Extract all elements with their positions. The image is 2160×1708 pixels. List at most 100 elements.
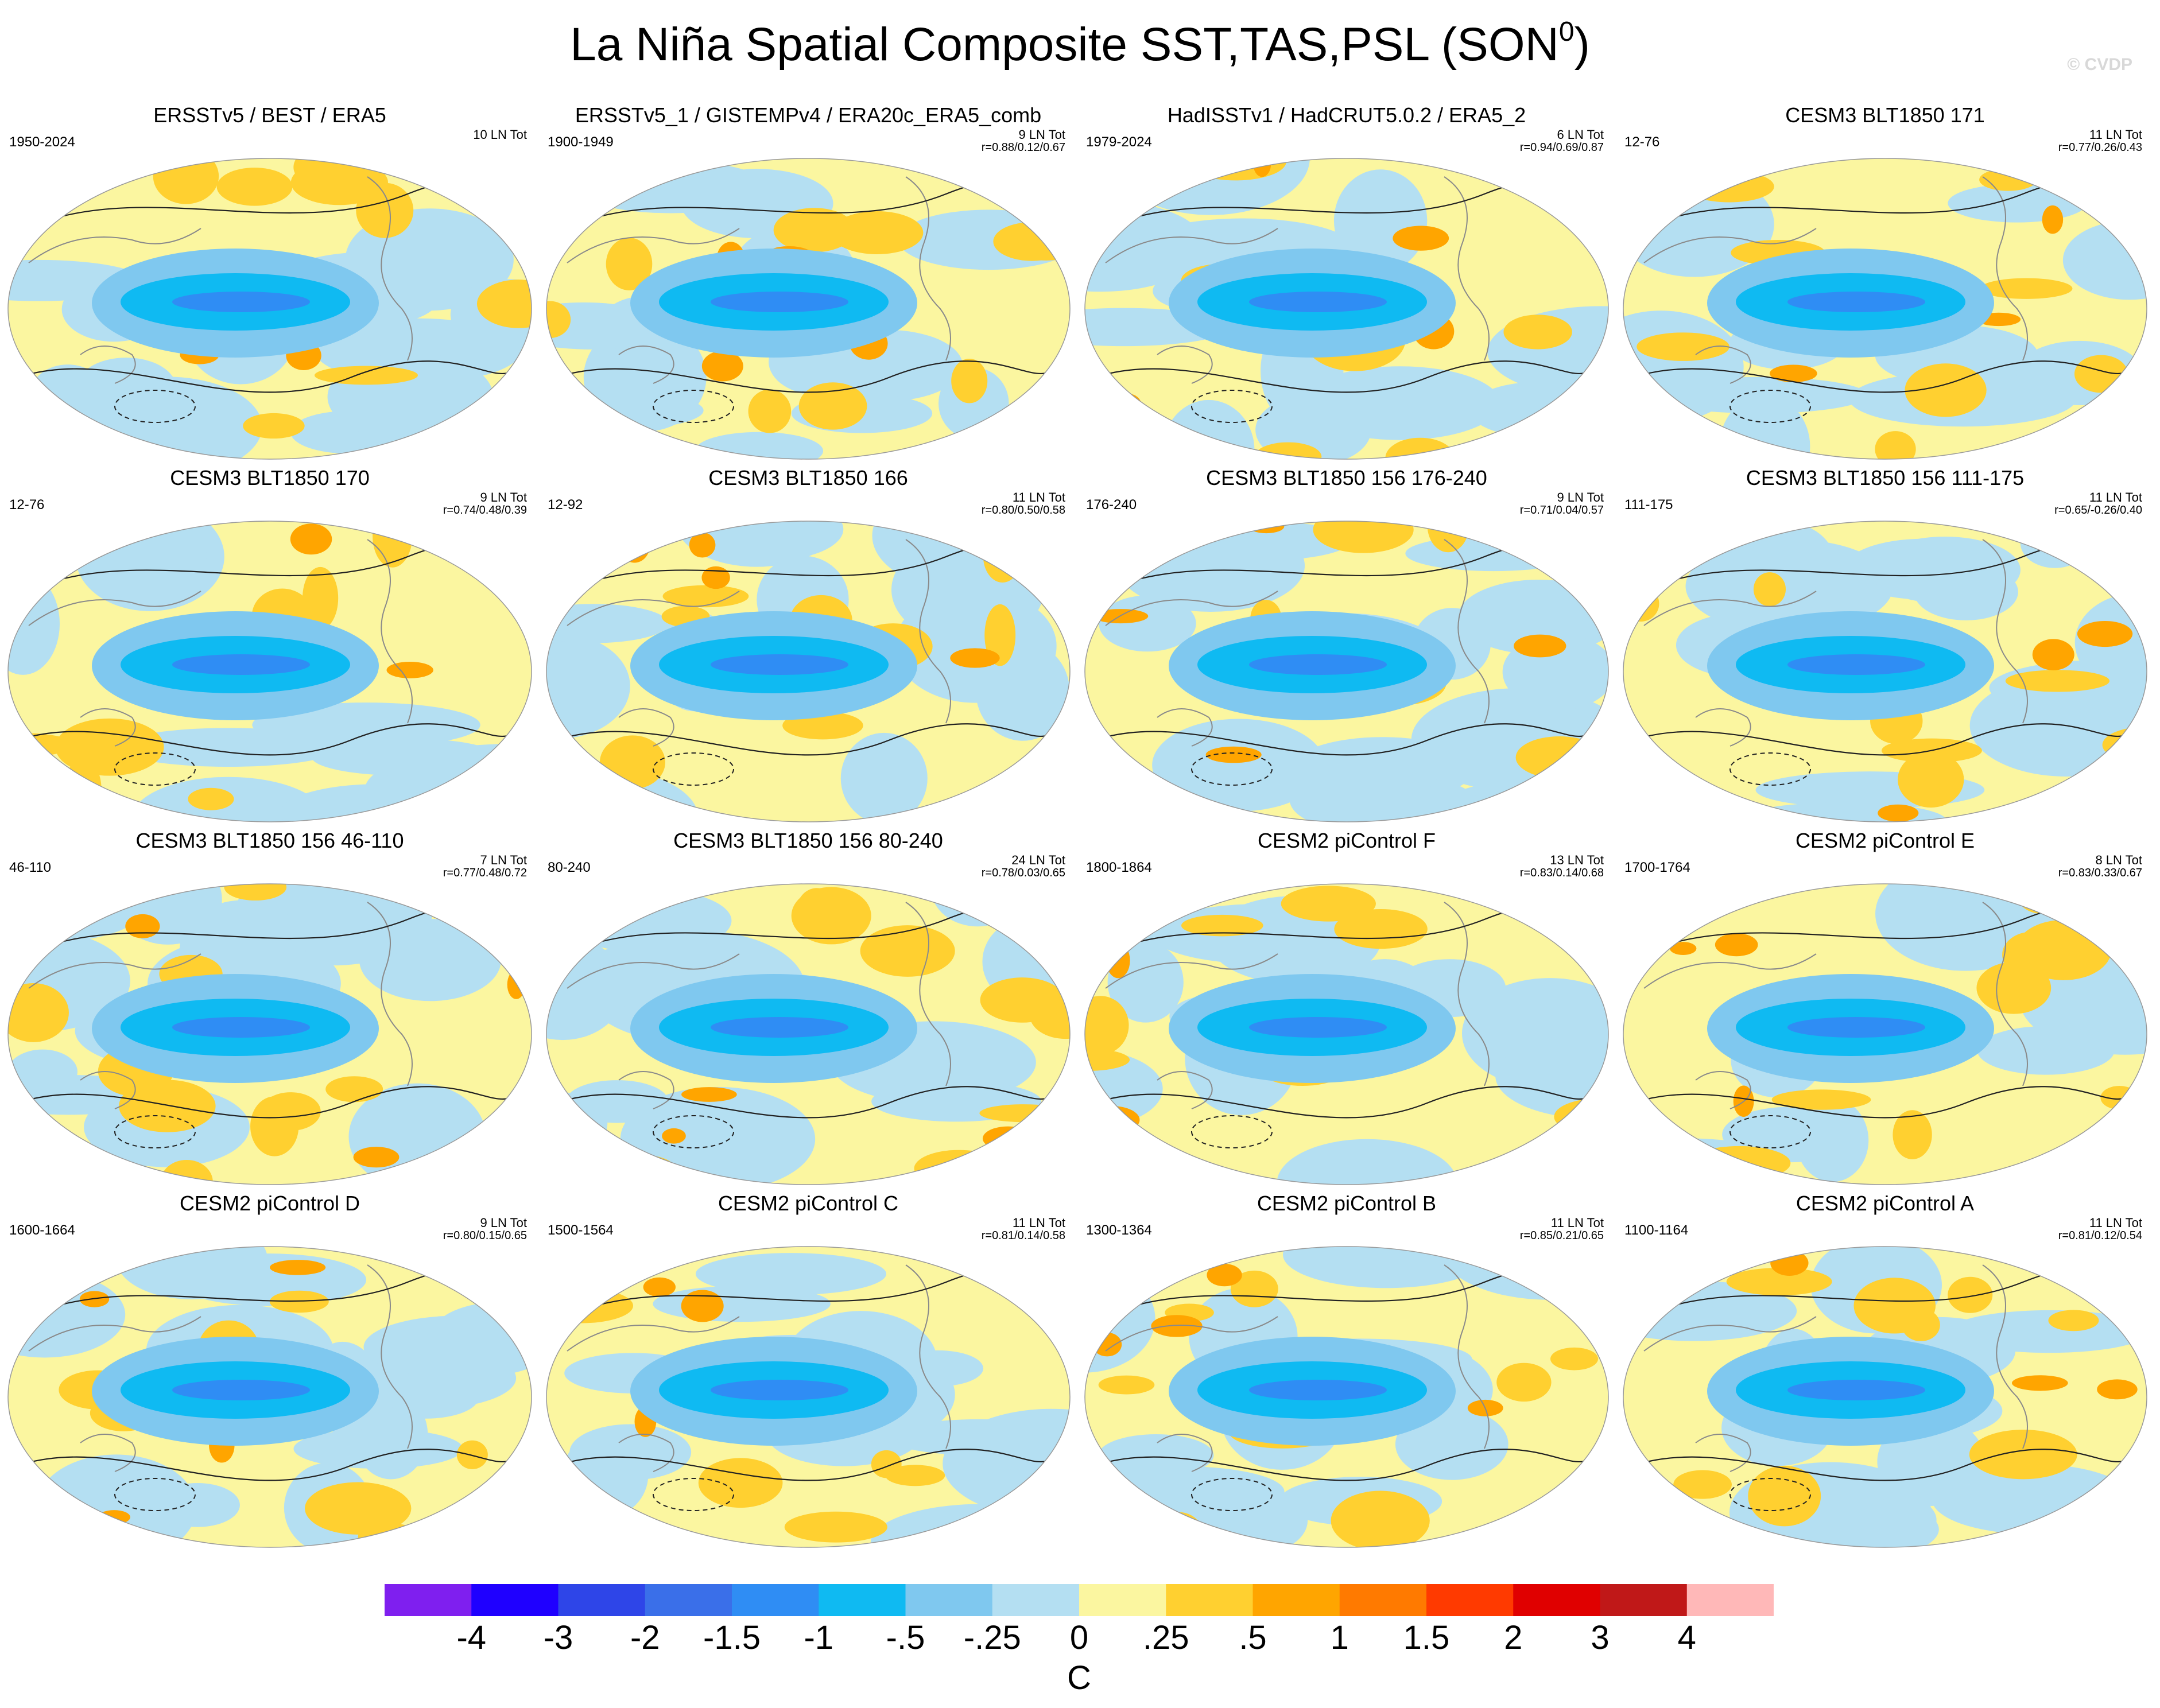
warm-anomaly-region	[1688, 1529, 1729, 1543]
colorbar-tick-label: -1.5	[703, 1619, 761, 1656]
psl-contour	[555, 360, 1061, 393]
psl-contour-negative	[1729, 390, 1811, 423]
warm-anomaly-region	[290, 523, 332, 555]
pacific-cold-tongue	[172, 1017, 310, 1038]
colorbar-tick-label: -4	[456, 1619, 487, 1656]
coastline	[618, 1071, 674, 1109]
psl-contour	[1632, 723, 2138, 756]
warm-anomaly-region	[491, 521, 532, 553]
coastline	[567, 1316, 740, 1352]
pacific-cold-tongue	[172, 292, 310, 312]
composite-map	[546, 1246, 1071, 1548]
coastline	[1643, 228, 1817, 263]
pacific-cold-tongue	[1249, 654, 1387, 675]
warm-anomaly-region	[1123, 528, 1173, 564]
warm-anomaly-region	[1684, 170, 1774, 203]
cool-anomaly-region	[116, 728, 341, 767]
pacific-cold-tongue	[711, 1017, 848, 1038]
cool-anomaly-region	[562, 1433, 649, 1517]
panel-period: 111-175	[1624, 497, 1673, 513]
psl-contour-negative	[114, 1478, 196, 1511]
panel-correlation: r=0.85/0.21/0.65	[1519, 1229, 1604, 1242]
panel-title: CESM2 piControl B	[1257, 1191, 1437, 1215]
warm-anomaly-region	[602, 1154, 676, 1185]
map-frame	[1623, 1246, 2147, 1548]
colorbar-segment	[558, 1584, 646, 1616]
warm-anomaly-region	[2002, 931, 2062, 978]
colorbar-segment	[1079, 1584, 1166, 1616]
coastline	[80, 708, 136, 747]
composite-map	[1084, 883, 1609, 1185]
panel-correlation: r=0.80/0.50/0.58	[981, 504, 1065, 517]
map-panel: CESM2 piControl D 1600-1664 9 LN Tot r=0.80…	[0, 1189, 540, 1556]
colorbar-segment	[819, 1584, 906, 1616]
pacific-cold-tongue	[1249, 1017, 1387, 1038]
panel-period: 1300-1364	[1086, 1222, 1152, 1238]
panel-event-count: 13 LN Tot	[1550, 853, 1604, 867]
map-panel: CESM3 BLT1850 170 12-76 9 LN Tot r=0.74/0.4…	[0, 464, 540, 831]
colorbar-segment	[645, 1584, 732, 1616]
panel-title: ERSSTv5 / BEST / ERA5	[153, 103, 386, 127]
colorbar-tick-label: .25	[1142, 1619, 1189, 1656]
warm-anomaly-region	[302, 566, 339, 630]
panel-title: CESM2 piControl C	[718, 1191, 899, 1215]
warm-anomaly-region	[1637, 332, 1729, 361]
cool-anomaly-region	[311, 738, 499, 776]
warm-anomaly-region	[2107, 379, 2138, 412]
colorbar-tick-label: -3	[543, 1619, 573, 1656]
warm-anomaly-region	[546, 301, 571, 339]
psl-contour	[555, 1448, 1061, 1481]
coastline	[1157, 346, 1213, 384]
panel-correlation: r=0.83/0.14/0.68	[1519, 867, 1604, 879]
colorbar-tick-label: -1	[804, 1619, 834, 1656]
panel-period: 1500-1564	[548, 1222, 614, 1238]
psl-contour-negative	[653, 390, 734, 423]
coastline	[80, 1434, 136, 1472]
warm-anomaly-region	[243, 413, 305, 439]
psl-contour	[17, 723, 523, 756]
map-panel: CESM3 BLT1850 156 111-175 111-175 11 LN To…	[1615, 464, 2155, 831]
warm-anomaly-region	[1893, 1110, 1932, 1159]
colorbar-tick-label: .5	[1239, 1619, 1267, 1656]
colorbar-segment	[1339, 1584, 1427, 1616]
map-frame	[1623, 883, 2147, 1185]
composite-map	[7, 158, 532, 460]
warm-anomaly-region	[125, 914, 160, 938]
coastline	[905, 1264, 951, 1449]
warm-anomaly-region	[977, 1520, 1062, 1547]
panel-correlation: r=0.77/0.48/0.72	[443, 867, 527, 879]
warm-anomaly-region	[250, 1096, 299, 1156]
copyright-label: © CVDP	[2067, 55, 2132, 74]
warm-anomaly-region	[951, 358, 988, 403]
coastline	[80, 1071, 136, 1109]
cool-anomaly-region	[1277, 1139, 1457, 1185]
psl-contour-negative	[114, 390, 196, 423]
panel-title: CESM3 BLT1850 166	[708, 466, 908, 490]
composite-map	[1084, 521, 1609, 822]
warm-anomaly-region	[1514, 634, 1566, 658]
warm-anomaly-region	[325, 1076, 383, 1103]
warm-anomaly-region	[546, 912, 606, 930]
warm-anomaly-region	[662, 585, 749, 608]
coastline	[1643, 591, 1817, 626]
panel-correlation: r=0.74/0.48/0.39	[443, 504, 527, 517]
cool-anomaly-region	[898, 209, 1070, 270]
pacific-cold-tongue	[1787, 1380, 1925, 1400]
panel-correlation: r=0.83/0.33/0.67	[2058, 867, 2142, 879]
warm-anomaly-region	[386, 662, 433, 678]
colorbar-tick-label: -.5	[886, 1619, 925, 1656]
cool-anomaly-region	[1085, 1466, 1285, 1517]
warm-anomaly-region	[983, 529, 1022, 583]
cool-anomaly-region	[293, 1428, 463, 1469]
cool-anomaly-region	[1623, 434, 1719, 459]
map-frame	[546, 158, 1071, 460]
warm-anomaly-region	[784, 1511, 887, 1543]
colorbar-tick-label: -.25	[963, 1619, 1021, 1656]
warm-anomaly-region	[2032, 639, 2074, 671]
composite-map	[7, 521, 532, 822]
map-panel: ERSSTv5 / BEST / ERA5 1950-2024 10 LN Tot	[0, 101, 540, 468]
cool-anomaly-region	[1152, 719, 1325, 812]
warm-anomaly-region	[1715, 933, 1758, 957]
figure-title: La Niña Spatial Composite SST,TAS,PSL (S…	[570, 17, 1590, 71]
warm-anomaly-region	[1753, 572, 1786, 607]
